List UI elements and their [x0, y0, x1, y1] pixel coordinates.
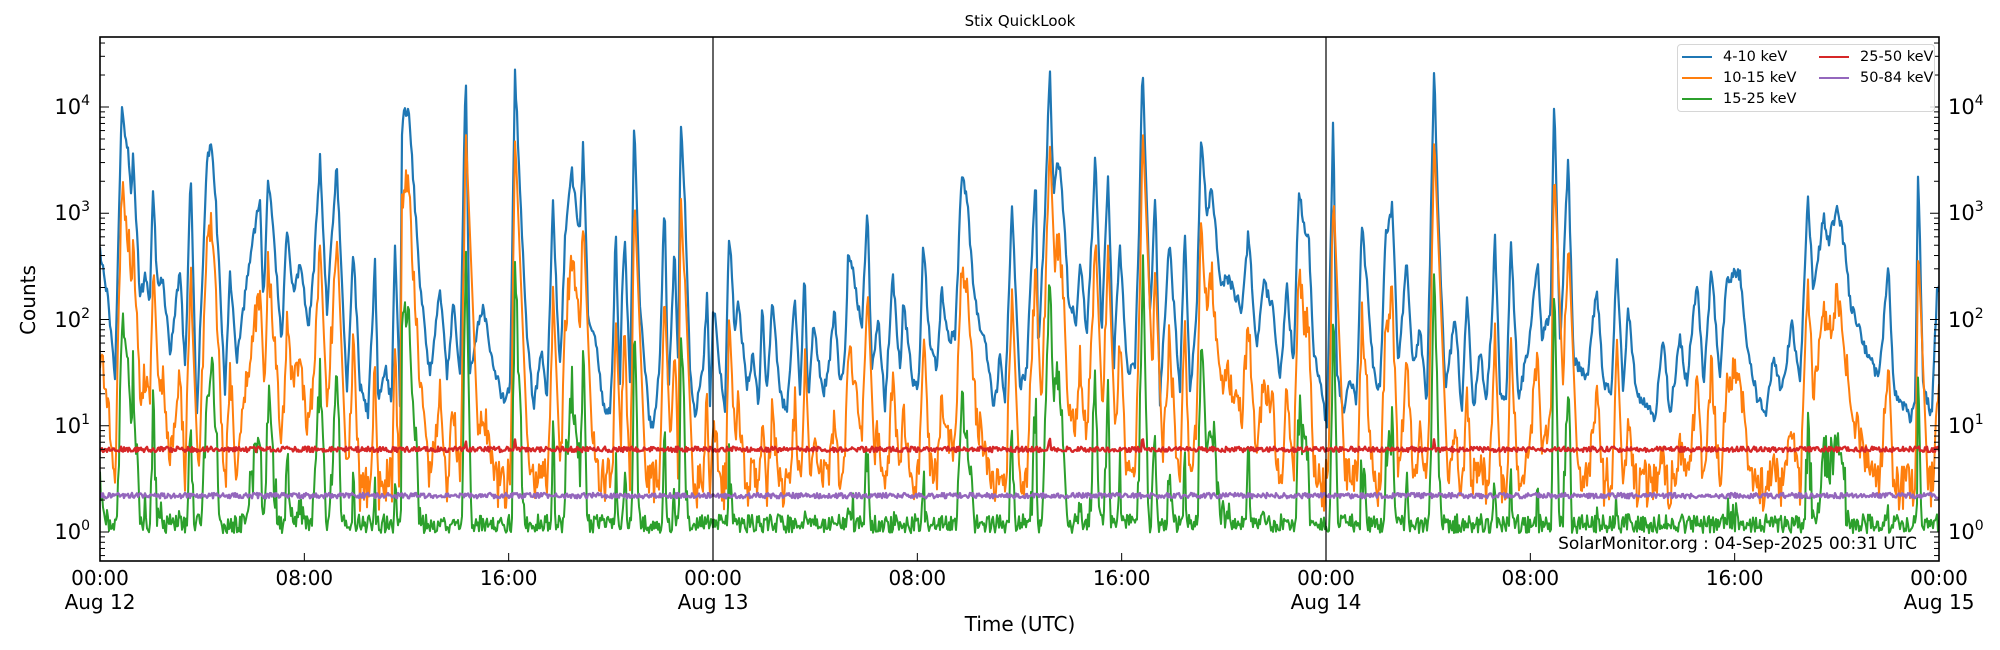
legend-item-50-84kev: 50-84 keV — [1819, 70, 1933, 86]
legend-label: 4-10 keV — [1723, 49, 1788, 65]
y-tick-label-left: 101 — [54, 413, 90, 437]
series-line-25-50kev — [100, 437, 1939, 454]
tick-base: 10 — [1948, 307, 1975, 332]
x-tick-time: 00:00 — [1910, 566, 1968, 590]
tick-base: 10 — [1948, 520, 1975, 544]
y-tick-label-left: 104 — [54, 94, 90, 118]
series-line-15-25kev — [100, 250, 1939, 535]
x-tick-date: Aug 12 — [64, 590, 136, 614]
axes-frame — [99, 36, 1940, 562]
series-line-4-10kev — [100, 68, 1939, 429]
y-tick-label-right: 103 — [1948, 200, 1984, 224]
legend-item-25-50kev: 25-50 keV — [1819, 49, 1933, 65]
x-tick-time: 16:00 — [1092, 566, 1151, 590]
legend-swatch — [1682, 55, 1712, 59]
legend-label: 10-15 keV — [1723, 70, 1797, 86]
legend-swatch — [1819, 76, 1849, 80]
y-tick-label-left: 102 — [54, 307, 90, 331]
legend: 4-10 keV 10-15 keV 15-25 keV 25-50 keV 5… — [1677, 44, 1935, 112]
tick-exponent: 4 — [1974, 93, 1984, 109]
y-tick-label-right: 102 — [1948, 307, 1984, 331]
x-tick-date: Aug 13 — [677, 590, 749, 614]
watermark-text: SolarMonitor.org : 04-Sep-2025 00:31 UTC — [1558, 534, 1917, 554]
series-line-10-15kev — [100, 134, 1939, 512]
tick-base: 10 — [1948, 95, 1975, 119]
y-tick-label-right: 104 — [1948, 94, 1984, 118]
y-tick-label-left: 103 — [54, 200, 90, 224]
x-tick-label: 08:00 — [889, 566, 947, 590]
tick-exponent: 2 — [81, 305, 90, 322]
legend-swatch — [1682, 97, 1712, 101]
x-tick-time: 16:00 — [479, 566, 538, 590]
x-tick-time: 08:00 — [1501, 566, 1560, 590]
y-tick-label-left: 100 — [54, 519, 90, 543]
x-tick-label: 00:00 Aug 12 — [65, 566, 136, 614]
chart-title: Stix QuickLook — [964, 12, 1076, 30]
tick-exponent: 1 — [81, 411, 90, 428]
x-tick-label: 00:00 Aug 13 — [678, 566, 749, 614]
x-tick-label: 16:00 — [1706, 566, 1764, 590]
y-tick-label-right: 101 — [1948, 413, 1984, 437]
x-tick-time: 00:00 — [1297, 566, 1355, 590]
tick-base: 10 — [54, 95, 82, 119]
x-tick-label: 08:00 — [1502, 566, 1560, 590]
legend-item-4-10kev: 4-10 keV — [1682, 49, 1787, 65]
legend-item-15-25kev: 15-25 keV — [1682, 91, 1796, 107]
legend-swatch — [1682, 76, 1712, 80]
x-tick-label: 16:00 — [480, 566, 538, 590]
tick-base: 10 — [54, 201, 82, 226]
x-tick-label: 16:00 — [1093, 566, 1151, 590]
x-tick-time: 00:00 — [684, 566, 742, 590]
y-axis-label: Counts — [16, 265, 40, 335]
x-tick-label: 00:00 Aug 14 — [1291, 566, 1362, 614]
legend-label: 15-25 keV — [1723, 91, 1797, 107]
x-tick-time: 08:00 — [888, 566, 947, 590]
legend-label: 50-84 keV — [1860, 70, 1934, 86]
x-tick-time: 16:00 — [1705, 566, 1764, 590]
tick-base: 10 — [54, 520, 82, 544]
x-tick-label: 00:00 Aug 15 — [1904, 566, 1975, 614]
tick-exponent: 0 — [81, 518, 90, 534]
legend-swatch — [1819, 55, 1849, 59]
series-group — [100, 68, 1939, 535]
series-line-50-84kev — [100, 491, 1939, 500]
legend-item-10-15kev: 10-15 keV — [1682, 70, 1796, 86]
tick-exponent: 3 — [81, 199, 90, 216]
legend-label: 25-50 keV — [1860, 49, 1934, 65]
x-axis-label: Time (UTC) — [964, 612, 1076, 636]
x-tick-label: 08:00 — [276, 566, 334, 590]
tick-base: 10 — [54, 413, 82, 438]
tick-exponent: 2 — [1974, 305, 1984, 322]
x-tick-time: 08:00 — [275, 566, 334, 590]
x-tick-date: Aug 14 — [1290, 590, 1362, 614]
tick-exponent: 4 — [81, 93, 90, 109]
tick-exponent: 1 — [1974, 411, 1984, 428]
tick-base: 10 — [1948, 201, 1975, 226]
tick-exponent: 0 — [1974, 518, 1984, 534]
tick-base: 10 — [1948, 413, 1975, 438]
tick-exponent: 3 — [1974, 199, 1984, 216]
y-tick-label-right: 100 — [1948, 519, 1984, 543]
x-tick-date: Aug 15 — [1903, 590, 1975, 614]
tick-base: 10 — [54, 307, 82, 332]
x-tick-time: 00:00 — [71, 566, 129, 590]
